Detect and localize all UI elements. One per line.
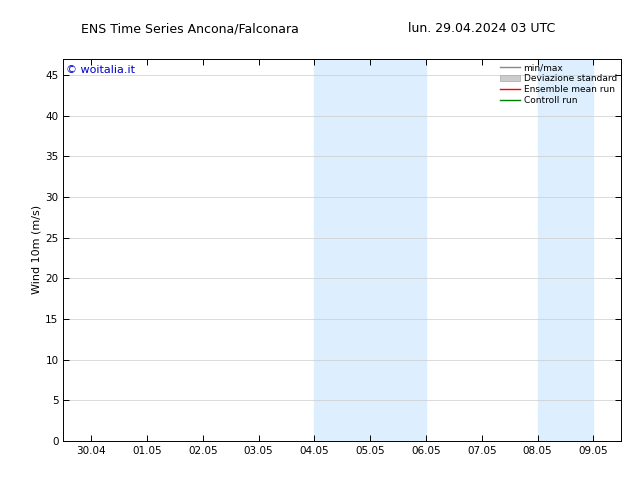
Legend: min/max, Deviazione standard, Ensemble mean run, Controll run: min/max, Deviazione standard, Ensemble m… bbox=[498, 61, 619, 107]
Bar bbox=[370, 59, 426, 441]
Text: lun. 29.04.2024 03 UTC: lun. 29.04.2024 03 UTC bbox=[408, 22, 555, 35]
Bar bbox=[314, 59, 370, 441]
Text: © woitalia.it: © woitalia.it bbox=[66, 65, 135, 74]
Y-axis label: Wind 10m (m/s): Wind 10m (m/s) bbox=[31, 205, 41, 294]
Text: ENS Time Series Ancona/Falconara: ENS Time Series Ancona/Falconara bbox=[81, 22, 299, 35]
Bar bbox=[538, 59, 566, 441]
Bar bbox=[566, 59, 593, 441]
